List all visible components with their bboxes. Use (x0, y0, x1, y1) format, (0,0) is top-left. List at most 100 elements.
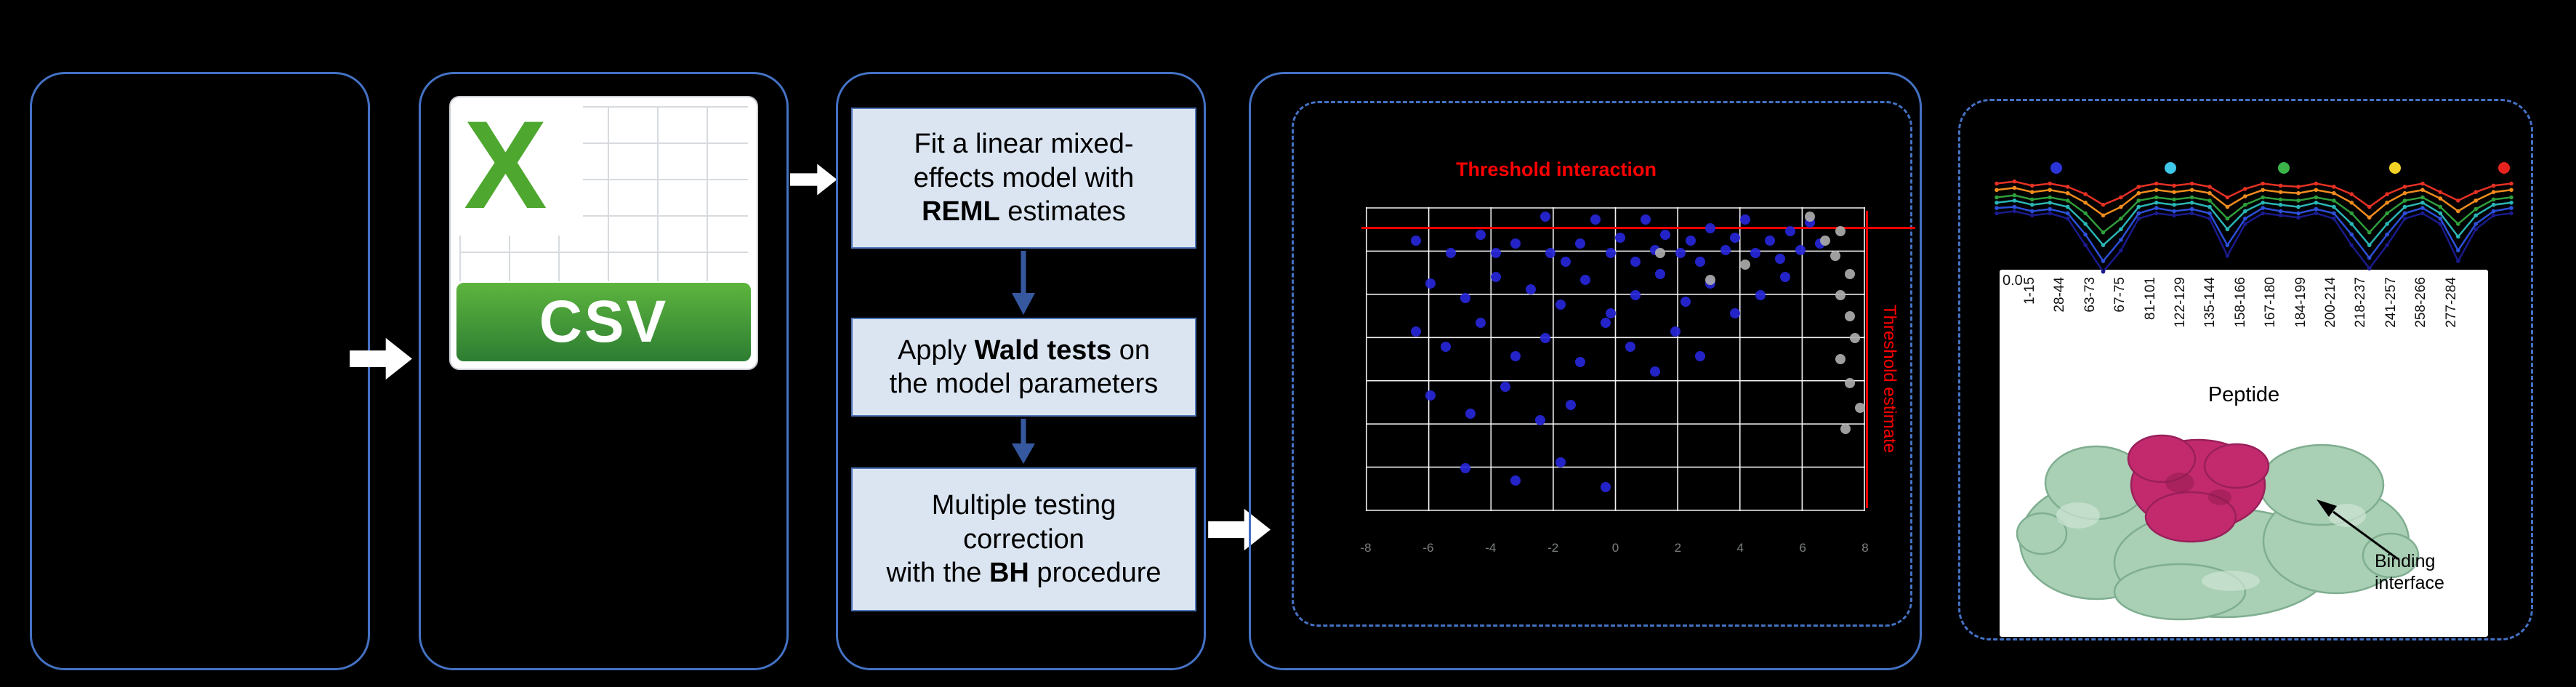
uptake-series-marker (2296, 190, 2301, 196)
panel-threshold-plot: Threshold interaction Threshold estimate… (1249, 72, 1922, 670)
scatter-point (1655, 268, 1666, 279)
uptake-series-marker (2491, 213, 2496, 218)
x-tick-label: -8 (1360, 541, 1372, 555)
scatter-point (1650, 366, 1661, 377)
uptake-series-marker (2509, 181, 2513, 186)
uptake-series-marker (2225, 216, 2230, 221)
uptake-series-marker (2243, 209, 2247, 214)
peptide-tick-label: 67-75 (2112, 277, 2128, 313)
uptake-series-marker (2207, 185, 2212, 189)
scatter-point (1630, 290, 1641, 301)
uptake-series-marker (2119, 216, 2123, 221)
scatter-point (1476, 317, 1486, 328)
uptake-series-marker (2012, 204, 2017, 209)
uptake-series-marker (2136, 190, 2141, 196)
uptake-series-marker (2349, 222, 2354, 226)
panel-csv-file: X CSV (419, 72, 789, 670)
uptake-series-marker (2225, 254, 2230, 258)
uptake-series-marker (2278, 183, 2283, 188)
uptake-series-marker (2438, 196, 2443, 201)
csv-banner: CSV (456, 283, 751, 361)
peptide-tick-label: 28-44 (2052, 277, 2068, 313)
threshold-estimate-line (1866, 211, 1868, 508)
flow-arrow-icon (350, 337, 412, 380)
scatter-point (1705, 275, 1716, 286)
scatter-point (1640, 214, 1651, 225)
uptake-series-marker (2048, 206, 2052, 212)
scatter-point (1575, 357, 1586, 368)
uptake-series-marker (2420, 188, 2425, 193)
peptide-tick-label: 167-180 (2263, 277, 2279, 328)
uptake-series-marker (2332, 216, 2336, 221)
scatter-point (1560, 257, 1571, 268)
x-tick-label: -4 (1485, 541, 1497, 555)
uptake-series-marker (2136, 211, 2141, 216)
uptake-series-marker (2261, 181, 2265, 186)
scatter-point (1590, 214, 1601, 225)
uptake-series-marker (2349, 211, 2354, 216)
scatter-point (1460, 293, 1471, 304)
uptake-series-marker (2402, 216, 2407, 221)
uptake-series-marker (2474, 222, 2478, 226)
uptake-series-marker (2101, 269, 2106, 274)
uptake-series-marker (2367, 266, 2372, 271)
uptake-series-marker (2367, 204, 2372, 209)
y-axis-zero-tick: 0.0 (2003, 273, 2023, 289)
scatter-point (1695, 350, 1706, 361)
uptake-series-marker (2225, 227, 2230, 232)
uptake-series-marker (2456, 222, 2460, 226)
csv-page: X CSV (449, 95, 758, 370)
scatter-point (1410, 235, 1421, 246)
scatter-point (1765, 235, 1776, 246)
uptake-series-marker (2172, 209, 2176, 214)
uptake-series-marker (2402, 204, 2407, 209)
uptake-series-marker (2491, 183, 2496, 188)
excel-x-letter: X (464, 95, 547, 235)
uptake-series-marker (2402, 190, 2407, 196)
uptake-series-marker (1995, 181, 1999, 186)
scatter-point (1755, 290, 1766, 301)
panel-results: 0.0 1-15 28-44 63-73 67-75 81-101 122-129 135-… (1958, 99, 2533, 640)
uptake-series-marker (2474, 190, 2478, 194)
scatter-point (1476, 229, 1486, 240)
peptide-tick-label: 218-237 (2353, 277, 2369, 328)
scatter-point (1425, 390, 1436, 401)
uptake-series-marker (1995, 188, 1999, 193)
uptake-series-marker (2314, 206, 2319, 212)
scatter-point (1795, 244, 1806, 255)
uptake-series-line (1996, 187, 2512, 219)
scatter-point (1540, 211, 1551, 222)
x-tick-label: -2 (1547, 541, 1559, 555)
uptake-series-marker (2189, 188, 2194, 193)
legend-dot (2498, 162, 2510, 174)
uptake-series-line (1996, 180, 2512, 209)
scatter-point (1775, 254, 1786, 265)
scatter-point (1695, 257, 1706, 268)
legend-dot (2278, 162, 2290, 174)
uptake-series-marker (2083, 222, 2088, 226)
uptake-series-marker (2332, 190, 2336, 196)
threshold-interaction-line (1361, 227, 1915, 229)
uptake-series-marker (2367, 230, 2372, 235)
uptake-series-marker (2420, 201, 2425, 205)
step-reml-model: Fit a linear mixed- effects model with R… (851, 108, 1196, 249)
uptake-series-marker (2189, 211, 2194, 216)
scatter-point (1660, 229, 1671, 240)
uptake-series-marker (2349, 232, 2354, 237)
scatter-point (1685, 235, 1696, 246)
scatter-point (1510, 238, 1521, 249)
uptake-series-marker (2509, 211, 2513, 216)
uptake-series-marker (2030, 213, 2034, 218)
scatter-point (1740, 260, 1751, 270)
uptake-series-marker (2101, 213, 2106, 218)
scatter-point (1580, 275, 1591, 286)
uptake-series-marker (2474, 198, 2478, 203)
scatter-point (1720, 244, 1731, 255)
uptake-series-marker (2491, 197, 2496, 202)
uptake-series-marker (2207, 211, 2212, 216)
uptake-series-marker (2012, 209, 2017, 214)
step-bh-correction: Multiple testing correction with the BH … (851, 467, 1196, 611)
peptide-tick-label: 1-15 (2022, 277, 2037, 305)
uptake-series-marker (2136, 204, 2141, 209)
uptake-series-marker (2012, 185, 2017, 190)
